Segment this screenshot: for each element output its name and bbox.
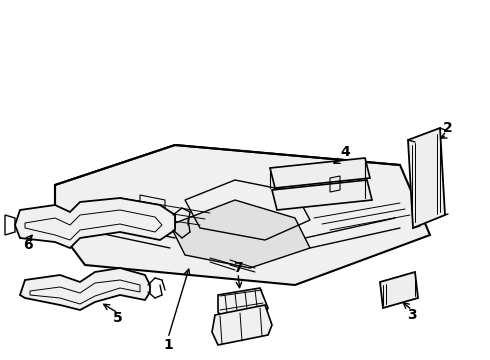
Polygon shape [272,180,372,210]
Polygon shape [380,272,418,308]
Text: 5: 5 [113,311,123,325]
Polygon shape [408,128,445,228]
Polygon shape [170,200,310,268]
Text: 3: 3 [407,308,417,322]
Polygon shape [20,268,150,310]
Text: 7: 7 [233,261,243,275]
Text: 4: 4 [340,145,350,159]
Text: 1: 1 [163,338,173,352]
Polygon shape [212,305,272,345]
Text: 6: 6 [23,238,33,252]
Polygon shape [270,158,370,188]
Text: 2: 2 [443,121,453,135]
Polygon shape [55,145,430,285]
Polygon shape [218,288,268,322]
Polygon shape [15,198,175,248]
